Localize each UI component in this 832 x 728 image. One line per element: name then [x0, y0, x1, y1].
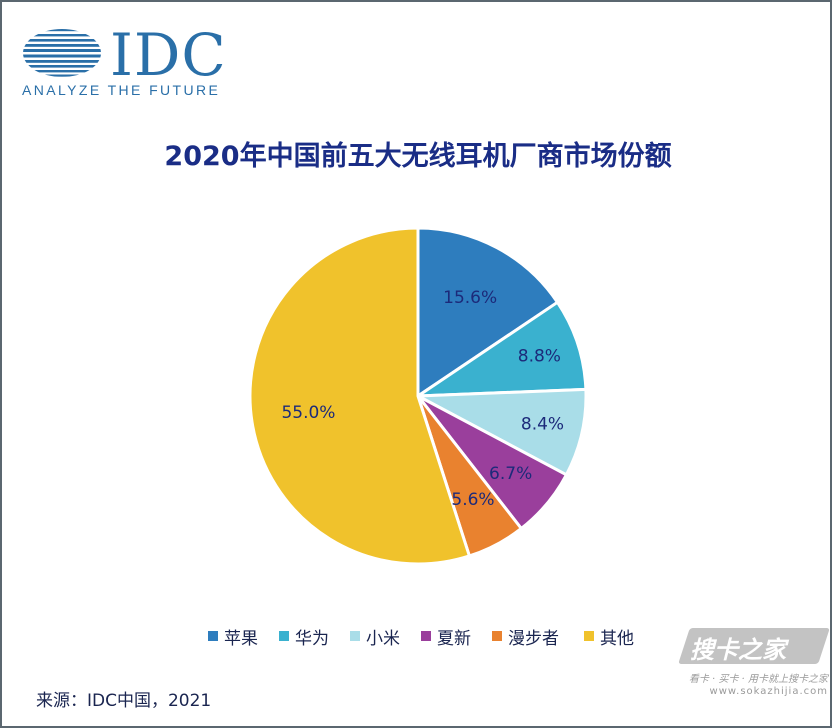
pie-slice-3 [416, 387, 588, 477]
legend-label: 华为 [295, 628, 329, 649]
pie-slice-1 [416, 226, 559, 398]
logo-wordmark: IDC [110, 21, 227, 89]
legend-swatch [492, 631, 502, 641]
watermark-name: 搜卡之家 [690, 636, 786, 664]
globe-icon [23, 29, 101, 77]
slice-value-label: 8.4% [521, 414, 564, 434]
legend-item: 漫步者 [492, 624, 559, 649]
legend-label: 其他 [600, 628, 634, 649]
legend-item: 夏新 [421, 624, 471, 649]
watermark: 搜卡之家 看卡 · 买卡 · 用卡就上搜卡之家 www.sokazhijia.c… [678, 626, 830, 706]
source-note: 来源：IDC中国，2021 [36, 691, 212, 711]
legend-swatch [350, 631, 360, 641]
legend-swatch [421, 631, 431, 641]
slice-value-label: 5.6% [451, 490, 494, 510]
idc-logo: IDC ANALYZE THE FUTURE [20, 26, 240, 104]
legend-swatch [584, 631, 594, 641]
legend-item: 其他 [584, 624, 634, 649]
slice-value-label: 15.6% [443, 288, 497, 308]
legend-label: 夏新 [437, 628, 471, 649]
legend-label: 小米 [366, 628, 400, 649]
legend-item: 苹果 [208, 624, 258, 649]
legend-swatch [208, 631, 218, 641]
legend: 苹果 华为 小米 夏新 漫步者 其他 [2, 624, 830, 649]
slice-value-label: 55.0% [281, 403, 335, 423]
slice-value-label: 6.7% [489, 464, 532, 484]
pie-slice-6 [248, 226, 471, 566]
legend-label: 苹果 [224, 628, 258, 649]
legend-swatch [279, 631, 289, 641]
legend-label: 漫步者 [508, 628, 559, 649]
chart-title: 2020年中国前五大无线耳机厂商市场份额 [164, 141, 672, 172]
legend-item: 华为 [279, 624, 329, 649]
slice-value-label: 8.8% [518, 346, 561, 366]
legend-item: 小米 [350, 624, 400, 649]
watermark-slogan: 看卡 · 买卡 · 用卡就上搜卡之家 [688, 674, 828, 685]
logo-tagline: ANALYZE THE FUTURE [22, 82, 221, 98]
watermark-url: www.sokazhijia.com [709, 686, 828, 697]
pie-slice-2 [416, 300, 588, 398]
